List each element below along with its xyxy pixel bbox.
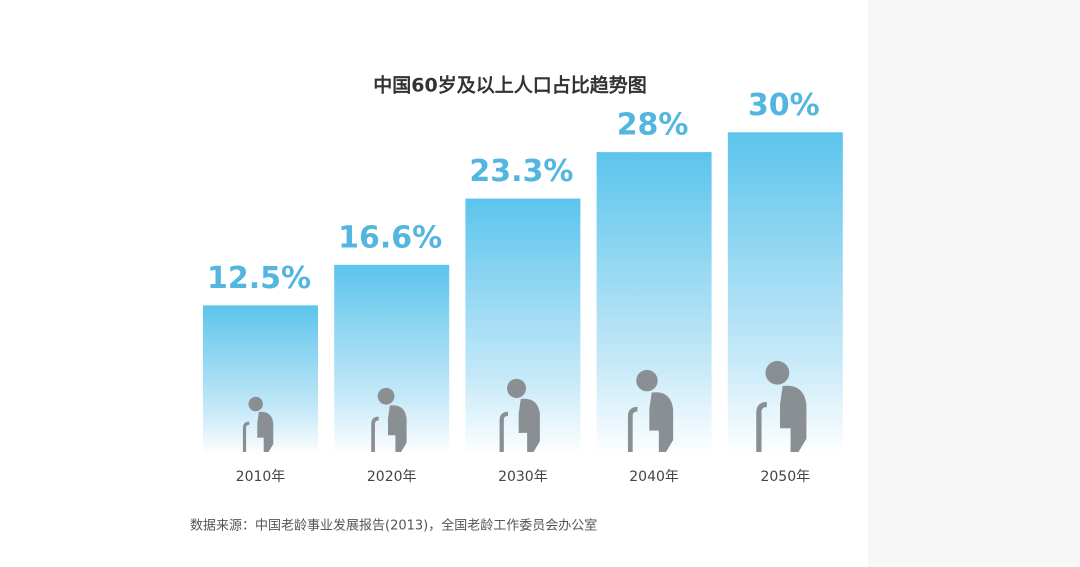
x-tick-label: 2040年 xyxy=(629,469,679,485)
value-label: 23.3% xyxy=(469,154,573,189)
x-tick-label: 2030年 xyxy=(498,469,548,485)
value-label: 16.6% xyxy=(338,220,442,255)
side-panel xyxy=(868,0,1080,567)
value-label: 28% xyxy=(617,108,689,143)
chart-title: 中国60岁及以上人口占比趋势图 xyxy=(373,74,646,97)
value-label: 30% xyxy=(748,88,820,123)
elder-icon xyxy=(499,378,540,452)
source-note: 数据来源：中国老龄事业发展报告(2013)，全国老龄工作委员会办公室 xyxy=(190,518,597,534)
x-tick-label: 2050年 xyxy=(760,469,810,485)
value-label: 12.5% xyxy=(207,261,311,296)
elder-icon xyxy=(756,360,807,452)
elder-icon xyxy=(242,396,274,452)
elder-icon xyxy=(371,387,407,452)
x-tick-label: 2020年 xyxy=(367,469,417,485)
x-tick-label: 2010年 xyxy=(236,469,286,485)
elder-icon xyxy=(627,369,674,452)
